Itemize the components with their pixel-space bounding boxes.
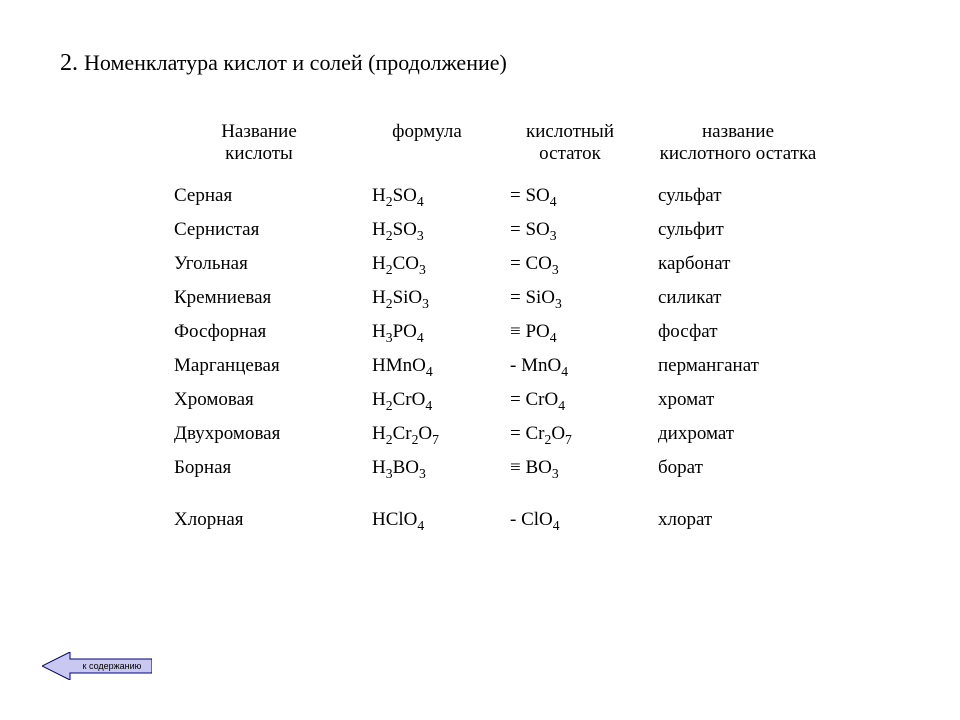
title-number: 2. (60, 50, 78, 76)
cell-acid-name: Кремниевая (160, 281, 358, 315)
col-header-formula-l1: формула (392, 121, 462, 142)
title-text: Номенклатура кислот и солей (продолжение… (84, 50, 507, 75)
table-row: ФосфорнаяH3PO4≡ PO4фосфат (160, 315, 832, 349)
table-header: Название кислоты формула кислотный остат… (160, 117, 832, 179)
table-row: КремниеваяH2SiO3= SiO3силикат (160, 281, 832, 315)
cell-residue: ≡ PO4 (496, 315, 644, 349)
cell-formula: H3PO4 (358, 315, 496, 349)
cell-formula: H2Cr2O7 (358, 417, 496, 451)
cell-residue-name: силикат (644, 281, 832, 315)
col-header-residue: кислотный остаток (496, 117, 644, 179)
cell-residue-name: сульфит (644, 213, 832, 247)
col-header-name: Название кислоты (160, 117, 358, 179)
cell-residue: = CO3 (496, 247, 644, 281)
cell-acid-name: Угольная (160, 247, 358, 281)
table-row: ХромоваяH2CrO4= CrO4хромат (160, 383, 832, 417)
table-row: МарганцеваяHMnO4- MnO4перманганат (160, 349, 832, 383)
cell-acid-name: Хромовая (160, 383, 358, 417)
cell-residue-name: перманганат (644, 349, 832, 383)
col-header-name-l1: Название (221, 121, 297, 142)
cell-formula: H2CrO4 (358, 383, 496, 417)
cell-residue: = CrO4 (496, 383, 644, 417)
cell-formula: HMnO4 (358, 349, 496, 383)
cell-residue-name: сульфат (644, 179, 832, 213)
cell-formula: H2SO3 (358, 213, 496, 247)
table-row: ДвухромоваяH2Cr2O7= Cr2O7дихромат (160, 417, 832, 451)
col-header-residue-l2: остаток (539, 143, 601, 164)
back-to-contents-button[interactable]: к содержанию (42, 652, 152, 680)
col-header-resname: название кислотного остатка (644, 117, 832, 179)
col-header-name-l2: кислоты (225, 143, 293, 164)
acids-table: Название кислоты формула кислотный остат… (160, 117, 832, 537)
cell-formula: H2SiO3 (358, 281, 496, 315)
cell-acid-name: Сернистая (160, 213, 358, 247)
cell-residue-name: карбонат (644, 247, 832, 281)
cell-residue: = SiO3 (496, 281, 644, 315)
cell-residue-name: хромат (644, 383, 832, 417)
cell-acid-name: Хлорная (160, 485, 358, 537)
page-title: 2. Номенклатура кислот и солей (продолже… (60, 50, 900, 77)
cell-formula: H2SO4 (358, 179, 496, 213)
cell-acid-name: Серная (160, 179, 358, 213)
cell-residue-name: хлорат (644, 485, 832, 537)
col-header-residue-l1: кислотный (526, 121, 614, 142)
cell-acid-name: Борная (160, 451, 358, 485)
cell-residue-name: фосфат (644, 315, 832, 349)
cell-acid-name: Марганцевая (160, 349, 358, 383)
table-body: СернаяH2SO4= SO4сульфатСернистаяH2SO3= S… (160, 179, 832, 537)
col-header-formula: формула (358, 117, 496, 179)
col-header-resname-l1: название (702, 121, 774, 142)
cell-formula: H3BO3 (358, 451, 496, 485)
left-arrow-icon (42, 652, 152, 680)
col-header-resname-l2: кислотного остатка (660, 143, 817, 164)
cell-residue: - MnO4 (496, 349, 644, 383)
table-row: СернаяH2SO4= SO4сульфат (160, 179, 832, 213)
table-row: УгольнаяH2CO3= CO3карбонат (160, 247, 832, 281)
cell-residue: = SO4 (496, 179, 644, 213)
cell-residue-name: дихромат (644, 417, 832, 451)
cell-acid-name: Двухромовая (160, 417, 358, 451)
cell-residue: = Cr2O7 (496, 417, 644, 451)
cell-residue: = SO3 (496, 213, 644, 247)
cell-formula: HClO4 (358, 485, 496, 537)
cell-residue: - ClO4 (496, 485, 644, 537)
table-row: СернистаяH2SO3= SO3сульфит (160, 213, 832, 247)
cell-residue: ≡ BO3 (496, 451, 644, 485)
table-row: БорнаяH3BO3≡ BO3борат (160, 451, 832, 485)
table-row: ХлорнаяHClO4- ClO4хлорат (160, 485, 832, 537)
cell-formula: H2CO3 (358, 247, 496, 281)
cell-residue-name: борат (644, 451, 832, 485)
cell-acid-name: Фосфорная (160, 315, 358, 349)
